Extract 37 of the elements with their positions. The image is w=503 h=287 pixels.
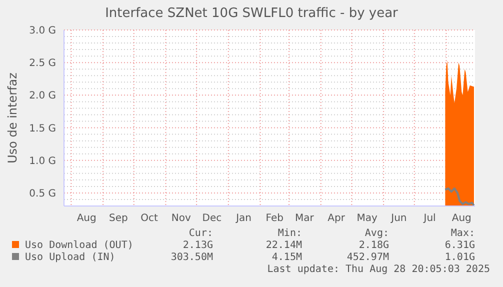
line-series — [444, 187, 475, 206]
text: Max: — [450, 228, 475, 240]
x-tick-label: Mar — [294, 213, 315, 224]
x-tick-label: Aug — [452, 213, 472, 224]
x-tick-label: Apr — [328, 213, 346, 224]
legend-label: Uso Upload (IN) — [24, 252, 116, 264]
legend-label: Uso Download (OUT) — [24, 240, 134, 252]
text: 22.14M — [264, 240, 302, 252]
text: 6.31G — [444, 240, 475, 252]
x-tick-label: Jul — [422, 213, 436, 224]
y-tick-label: 1.5 G — [29, 123, 56, 134]
x-tick-label: Sep — [109, 213, 128, 224]
text: 2.13G — [182, 240, 213, 252]
text: 452.97M — [346, 252, 389, 264]
text: Avg: — [364, 228, 389, 240]
x-tick-label: Jan — [235, 213, 252, 224]
x-tick-label: Feb — [266, 213, 284, 224]
x-tick-label: May — [356, 213, 378, 224]
chart-title: Interface SZNet 10G SWLFL0 traffic - by year — [104, 6, 399, 21]
y-tick-label: 3.0 G — [29, 26, 56, 37]
x-tick-label: Oct — [140, 213, 158, 224]
text: 1.01G — [444, 252, 475, 264]
text: 303.50M — [170, 252, 213, 264]
y-tick-label: 1.0 G — [29, 156, 56, 167]
text: 4.15M — [270, 252, 302, 264]
x-tick-label: Jun — [390, 213, 407, 224]
y-tick-label: 2.0 G — [29, 90, 56, 102]
text: Min: — [276, 228, 302, 240]
text: Cur: — [188, 228, 213, 240]
y-tick-label: 0.5 G — [29, 188, 56, 200]
x-tick-label: Dec — [202, 213, 222, 224]
y-tick-label: 2.5 G — [29, 58, 56, 70]
text: Last update: Thu Aug 28 20:05:03 2025 — [266, 264, 490, 276]
text: 2.18G — [358, 240, 389, 252]
y-axis-title: Uso de interfaz — [5, 72, 19, 164]
x-tick-label: Nov — [171, 213, 191, 224]
x-tick-label: Aug — [76, 213, 96, 224]
